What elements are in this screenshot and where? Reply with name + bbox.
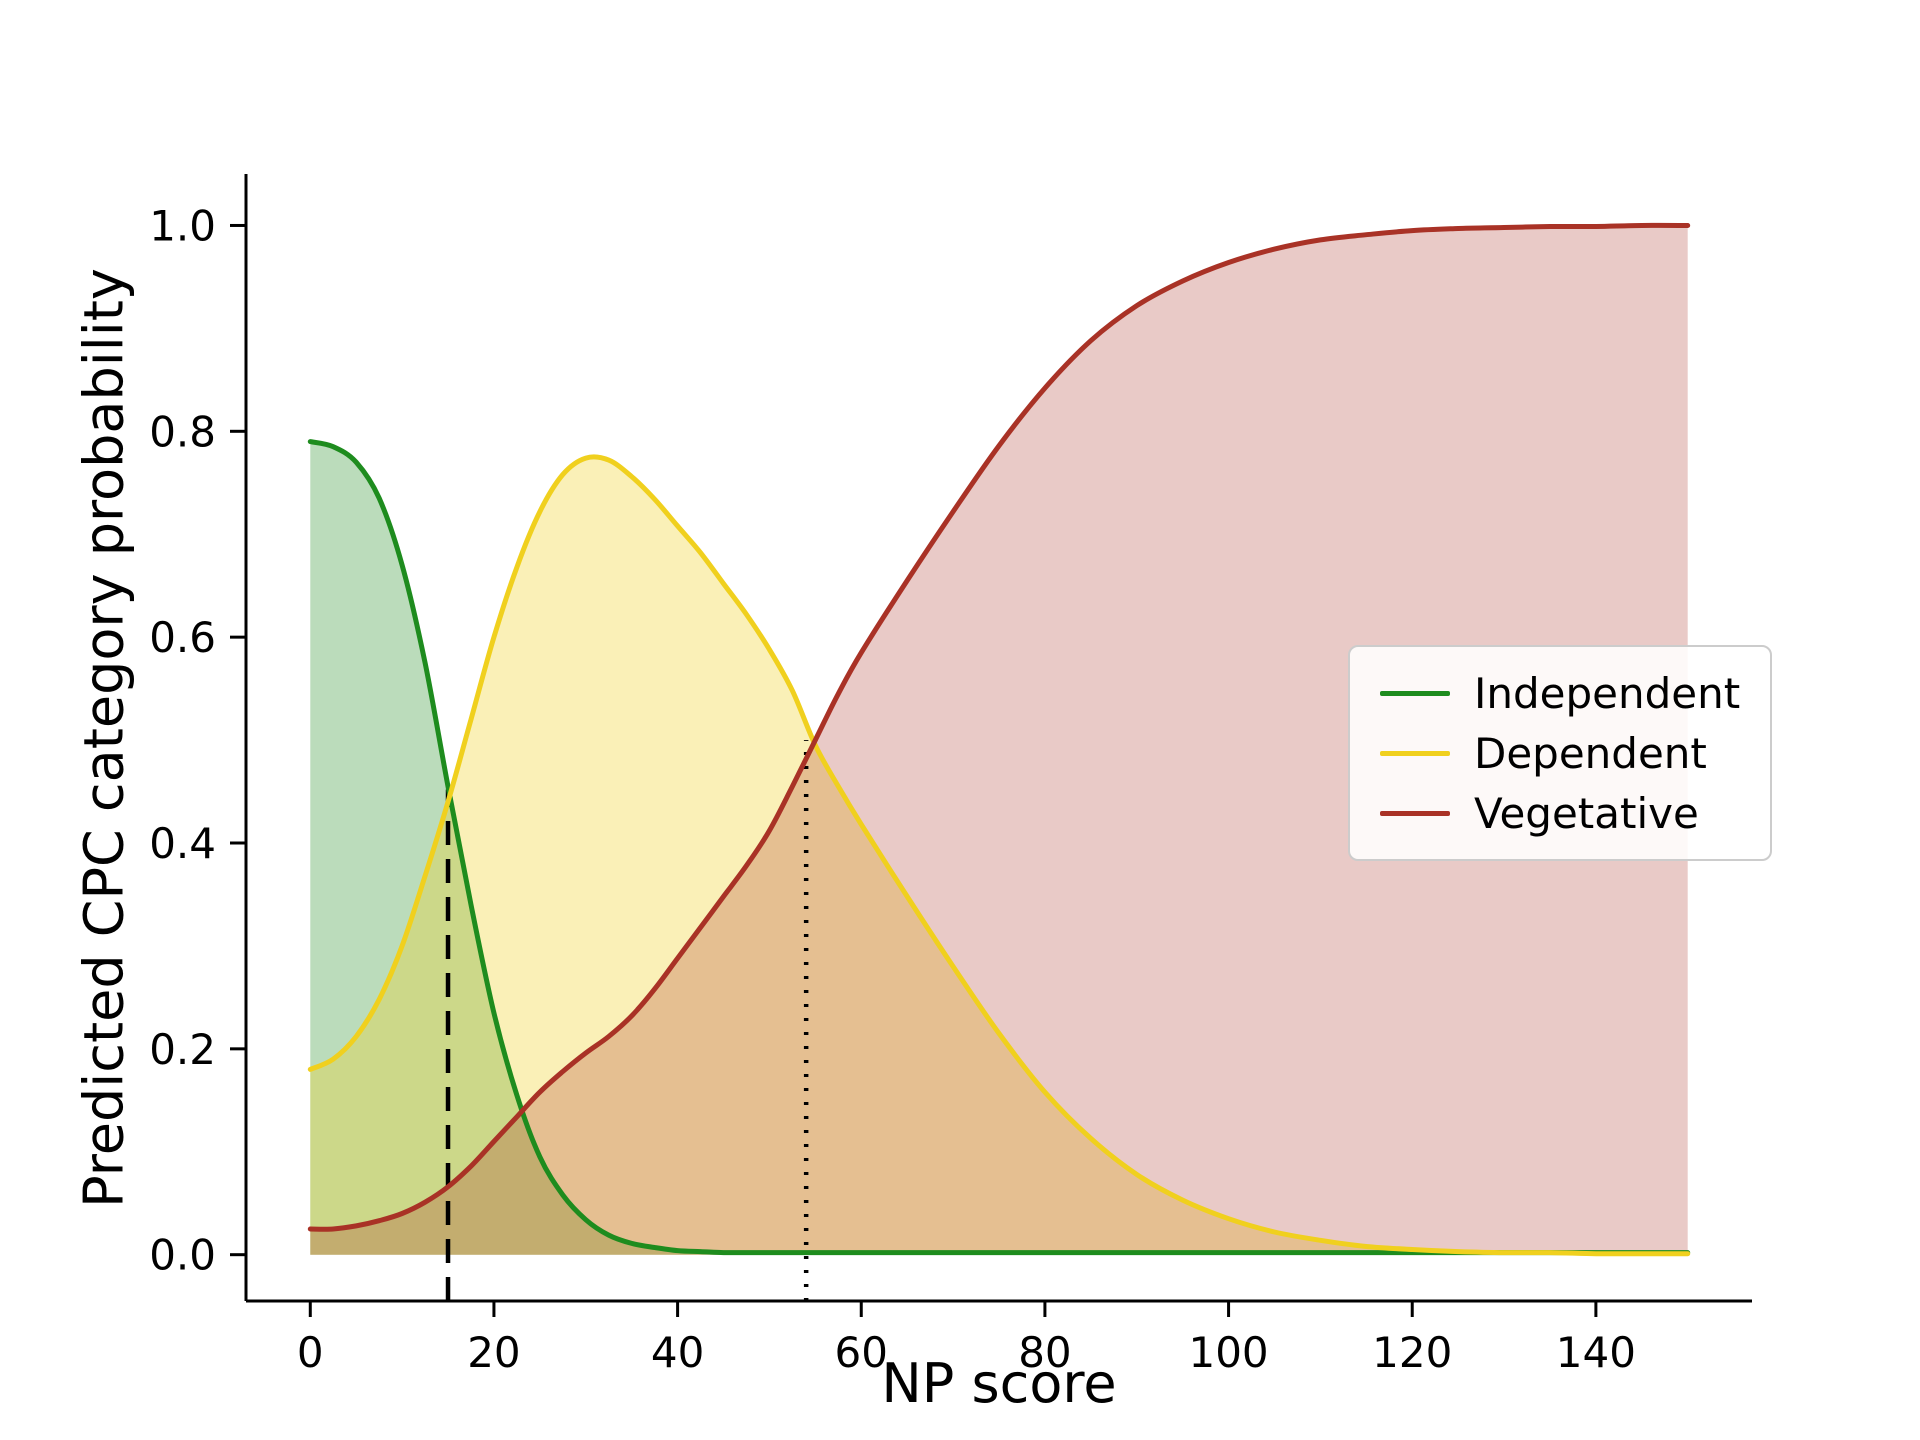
- legend-label-vegetative: Vegetative: [1474, 788, 1699, 838]
- y-tick-label: 0.0: [149, 1231, 216, 1280]
- series-fill-dependent: [310, 456, 1688, 1255]
- x-tick-label: 120: [1372, 1328, 1452, 1377]
- x-axis-label: NP score: [881, 1352, 1117, 1415]
- x-tick-label: 0: [297, 1328, 324, 1377]
- legend-label-dependent: Dependent: [1474, 728, 1707, 778]
- x-tick-label: 40: [651, 1328, 704, 1377]
- legend-item-vegetative: Vegetative: [1380, 787, 1740, 839]
- y-tick-label: 0.2: [149, 1025, 216, 1074]
- y-tick-label: 0.6: [149, 613, 216, 662]
- x-tick-label: 60: [835, 1328, 888, 1377]
- series-line-independent: [307, 439, 1691, 1256]
- series-line-vegetative: [307, 222, 1691, 1232]
- legend-swatch-independent: [1380, 690, 1450, 696]
- y-tick-label: 1.0: [149, 201, 216, 250]
- legend-item-dependent: Dependent: [1380, 727, 1740, 779]
- x-tick-label: 20: [467, 1328, 520, 1377]
- legend: Independent Dependent Vegetative: [1348, 645, 1773, 861]
- x-tick-label: 100: [1188, 1328, 1268, 1377]
- legend-swatch-vegetative: [1380, 810, 1450, 816]
- legend-item-independent: Independent: [1380, 667, 1740, 719]
- legend-swatch-dependent: [1380, 750, 1450, 756]
- x-tick-label: 80: [1018, 1328, 1071, 1377]
- y-tick-label: 0.4: [149, 819, 216, 868]
- series-fill-vegetative: [310, 225, 1688, 1255]
- y-tick-label: 0.8: [149, 407, 216, 456]
- series-line-dependent: [307, 454, 1691, 1257]
- legend-label-independent: Independent: [1474, 668, 1741, 718]
- y-axis-label: Predicted CPC category probability: [72, 268, 136, 1208]
- x-tick-label: 140: [1556, 1328, 1636, 1377]
